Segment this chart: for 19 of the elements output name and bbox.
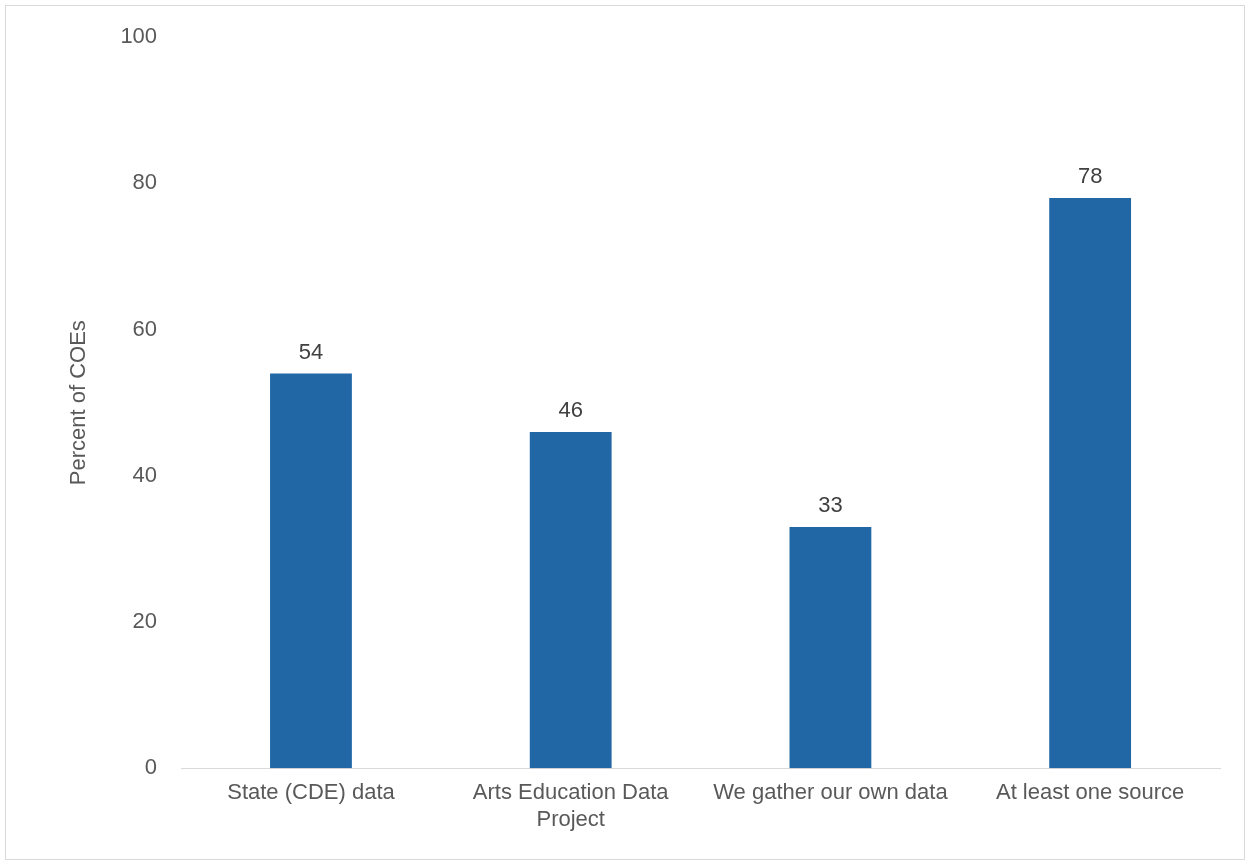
bar — [529, 431, 612, 769]
y-tick-label: 60 — [132, 315, 158, 341]
x-tick-label: Arts Education Data Project — [472, 779, 670, 831]
bar — [789, 526, 872, 769]
data-label: 78 — [1077, 163, 1103, 189]
x-tick-label: We gather our own data — [713, 779, 949, 805]
y-tick-label: 80 — [132, 169, 158, 195]
y-tick-label: 0 — [144, 754, 158, 780]
y-tick-label: 100 — [120, 23, 158, 49]
x-tick-label: State (CDE) data — [227, 779, 396, 805]
bar — [1049, 198, 1132, 769]
data-label: 33 — [818, 492, 843, 518]
x-tick-label: At least one source — [995, 779, 1185, 805]
data-label: 54 — [298, 338, 324, 364]
y-tick-label: 20 — [132, 608, 158, 634]
y-tick-label: 40 — [132, 461, 158, 487]
y-axis-title: Percent of COEs — [65, 320, 91, 486]
data-label: 46 — [558, 397, 583, 422]
bar — [270, 373, 352, 769]
